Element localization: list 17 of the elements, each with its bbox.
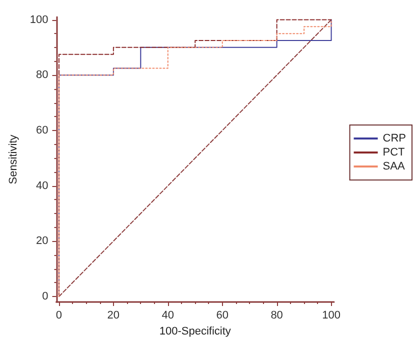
x-tick-label: 0 xyxy=(56,310,62,322)
x-tick-label: 40 xyxy=(162,310,174,322)
y-tick-label: 0 xyxy=(42,290,48,302)
legend-label: CRP xyxy=(382,132,406,144)
legend-label: PCT xyxy=(382,146,406,158)
y-tick-label: 60 xyxy=(36,124,48,136)
x-tick-label: 100 xyxy=(322,310,340,322)
y-tick-label: 80 xyxy=(36,69,48,82)
y-tick-label: 20 xyxy=(36,235,48,248)
legend-label: SAA xyxy=(382,160,406,172)
x-tick-label: 60 xyxy=(216,310,228,322)
x-tick-label: 80 xyxy=(270,310,283,322)
y-axis-title: Sensitivity xyxy=(8,134,20,184)
y-tick-label: 40 xyxy=(36,180,48,192)
x-axis-title: 100-Specificity xyxy=(159,326,232,338)
y-tick-label: 100 xyxy=(30,14,48,26)
x-tick-label: 20 xyxy=(107,310,120,322)
